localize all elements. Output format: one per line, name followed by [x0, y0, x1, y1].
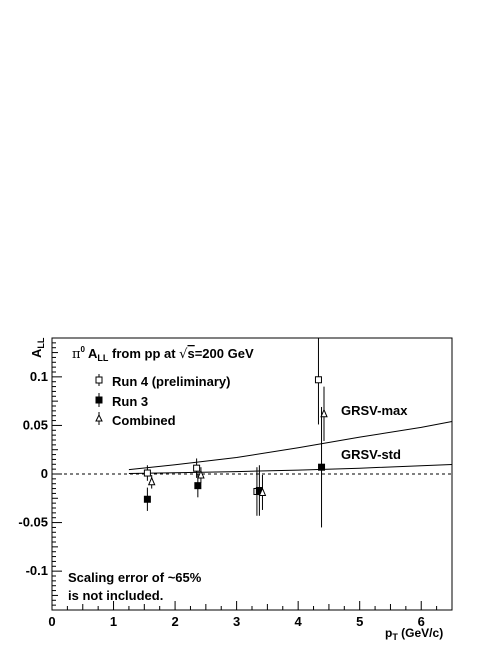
point-combined: [320, 408, 328, 418]
axis-ticks: [51, 337, 453, 611]
x-tick-label: 3: [233, 614, 240, 629]
data-points: [143, 338, 328, 528]
y-tick-label: 0.05: [23, 417, 48, 432]
legend-marker-combined: [95, 413, 103, 422]
x-tick-label: 4: [295, 614, 303, 629]
x-tick-label: 1: [110, 614, 117, 629]
x-tick-label: 5: [356, 614, 363, 629]
point-run3: [318, 463, 326, 471]
y-tick-label: -0.05: [18, 515, 48, 530]
legend-marker-run3: [95, 396, 103, 404]
point-run4: [314, 376, 322, 384]
sqrt-sign: √: [179, 347, 188, 362]
scaling-note-line1: Scaling error of ~65%: [68, 570, 202, 585]
y-tick-labels: 0.1 0.05 0 -0.05 -0.1: [18, 369, 48, 578]
theory-curves: [128, 421, 453, 474]
legend-label-run3: Run 3: [112, 394, 148, 409]
legend: Run 4 (preliminary) Run 3 Combined: [95, 374, 230, 428]
legend-marker-run4: [95, 376, 103, 384]
y-axis-label: ALL: [29, 337, 46, 358]
y-tick-label: 0.1: [30, 369, 48, 384]
x-axis-label: pT (GeV/c): [385, 626, 443, 642]
x-tick-labels: 0 1 2 3 4 5 6: [48, 614, 424, 629]
scaling-note-line2: is not included.: [68, 588, 163, 603]
curve-label-grsv-std: GRSV-std: [341, 447, 401, 462]
point-combined: [197, 469, 205, 479]
x-tick-label: 6: [418, 614, 425, 629]
point-combined: [147, 476, 156, 486]
sqrt-arg: s: [187, 346, 194, 361]
x-tick-label: 0: [48, 614, 55, 629]
curve-label-grsv-max: GRSV-max: [341, 403, 408, 418]
x-tick-label: 2: [171, 614, 178, 629]
y-tick-label: -0.1: [26, 563, 48, 578]
curve-grsv-std: [128, 464, 453, 474]
point-run3: [194, 482, 202, 490]
point-run4: [143, 469, 151, 477]
point-combined: [258, 487, 267, 496]
y-tick-label: 0: [41, 466, 48, 481]
legend-label-combined: Combined: [112, 413, 176, 428]
point-run4: [193, 464, 201, 472]
chart-title: π0 ALL from pp at √s=200 GeV: [72, 345, 254, 363]
point-run3: [143, 495, 151, 503]
curve-grsv-max: [128, 421, 453, 471]
legend-label-run4: Run 4 (preliminary): [112, 374, 230, 389]
